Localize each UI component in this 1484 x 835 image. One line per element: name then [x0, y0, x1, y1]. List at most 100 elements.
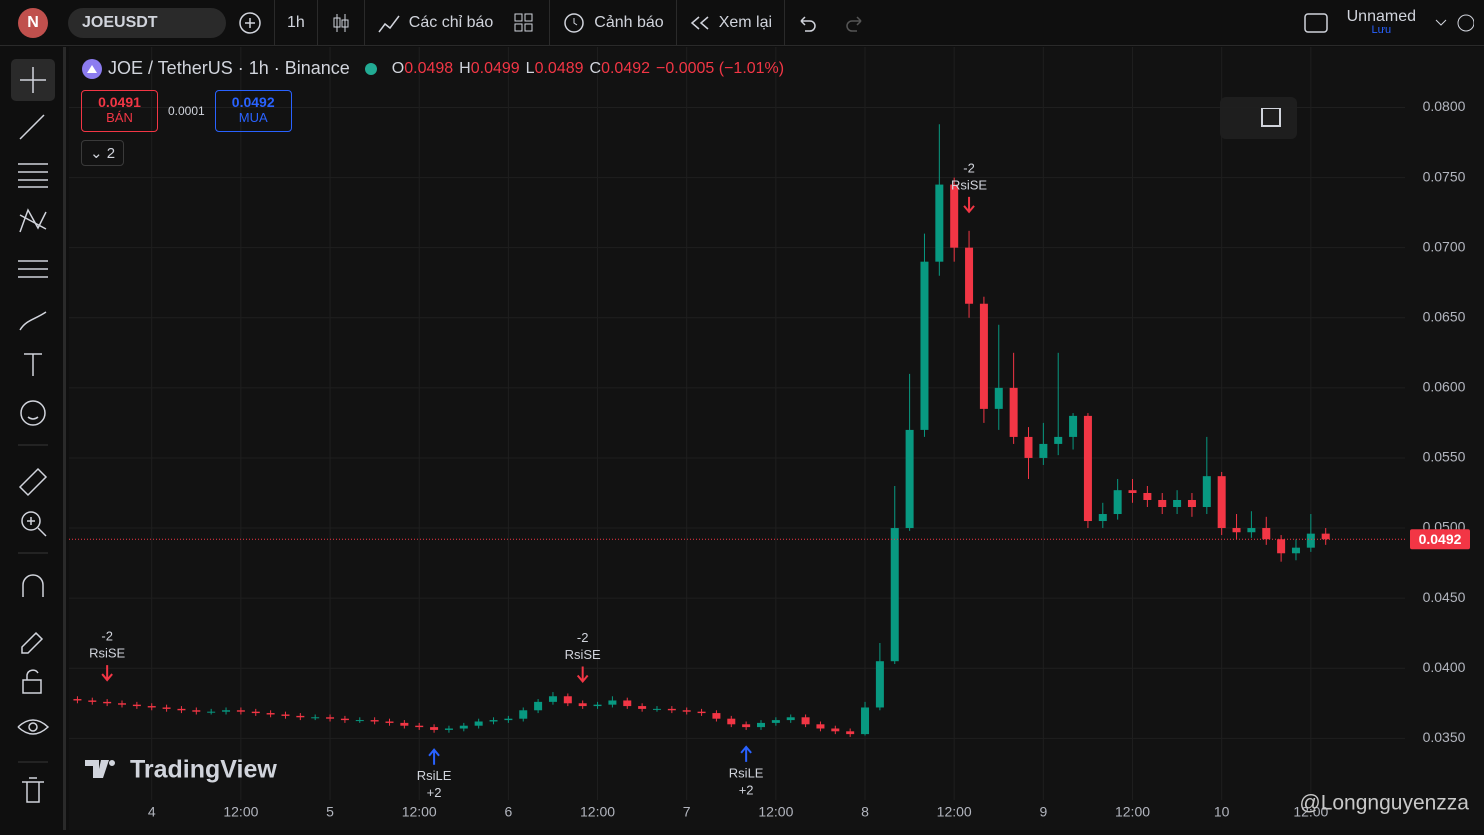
x-tick-label: 5: [326, 804, 334, 820]
candle-body: [652, 708, 661, 710]
candle-body: [1128, 490, 1137, 493]
candle-body: [311, 717, 320, 719]
x-tick-label: 10: [1214, 804, 1230, 820]
watermark: TradingView: [85, 756, 277, 784]
signal-arrow: [963, 196, 975, 214]
symbol-search[interactable]: JOEUSDT: [68, 7, 226, 38]
replay[interactable]: Xem lại: [677, 0, 786, 46]
candle-body: [1113, 490, 1122, 515]
y-tick-label: 0.0650: [1423, 308, 1466, 324]
y-tick-label: 0.0450: [1423, 589, 1466, 605]
o-value: 0.0498: [404, 59, 454, 77]
x-tick-label: 12:00: [1115, 804, 1150, 820]
candle-body: [1232, 528, 1241, 533]
candle-body: [935, 184, 944, 262]
interval[interactable]: 1h: [275, 0, 318, 46]
alerts[interactable]: Cảnh báo: [550, 0, 677, 46]
candle-body: [147, 706, 156, 708]
candle-body: [103, 701, 112, 704]
h-value: 0.0499: [470, 59, 520, 77]
fit-icon: [1261, 107, 1281, 127]
signal-label: RsiSE: [89, 646, 125, 661]
alert-icon: [564, 12, 585, 33]
last-price-tag: [1410, 529, 1470, 550]
candle-body: [162, 707, 171, 709]
fit-button[interactable]: [1220, 97, 1297, 139]
alerts-label: Cảnh báo: [594, 13, 664, 31]
plus-icon: [239, 11, 261, 34]
candle-body: [1024, 436, 1033, 458]
menu-icons[interactable]: [1434, 12, 1474, 34]
candle-body: [1262, 528, 1271, 540]
candle-body: [266, 713, 275, 715]
avatar[interactable]: N: [18, 7, 48, 38]
candle-body: [994, 387, 1003, 409]
candle-body: [1143, 492, 1152, 500]
candle-body: [593, 704, 602, 707]
x-tick-label: 12:00: [1293, 804, 1328, 820]
spread: 0.0001: [168, 104, 205, 118]
indicators[interactable]: Các chỉ báo: [365, 0, 551, 46]
candle-body: [88, 700, 97, 702]
buy-price: 0.0492: [231, 94, 275, 110]
candle-body: [385, 721, 394, 723]
candle-body: [222, 710, 231, 712]
candle-body: [682, 710, 691, 712]
x-tick-label: 9: [1039, 804, 1047, 820]
candle-body: [1217, 476, 1226, 529]
candle-body: [950, 184, 959, 248]
candle-body: [207, 711, 216, 713]
sell-label: BÁN: [106, 110, 133, 125]
candle-body: [578, 703, 587, 707]
undo-redo[interactable]: [785, 0, 877, 46]
candle-body: [1173, 500, 1182, 508]
layout-name[interactable]: Unnamed Lưu: [1347, 9, 1416, 36]
candle-body: [474, 721, 483, 726]
collapse-count: 2: [106, 145, 116, 162]
x-tick-label: 12:00: [937, 804, 972, 820]
signal-arrow: [428, 748, 440, 765]
candle-body: [861, 707, 870, 735]
signal-label: RsiLE: [417, 768, 452, 783]
candle-body: [340, 718, 349, 721]
buy-button[interactable]: 0.0492 MUA: [214, 90, 292, 132]
buy-label: MUA: [238, 110, 268, 125]
candle-body: [623, 700, 632, 707]
o-label: O: [391, 59, 405, 77]
candle-body: [177, 708, 186, 711]
candle-body: [415, 725, 424, 728]
candle-body: [563, 696, 572, 704]
candle-body: [1187, 500, 1196, 508]
signal-label: RsiSE: [565, 647, 601, 662]
candle-body: [489, 720, 498, 722]
candle-body: [816, 724, 825, 729]
x-tick-label: 6: [504, 804, 512, 820]
candle-body: [326, 717, 335, 719]
candle-body: [920, 261, 929, 430]
change: −0.0005 (−1.01%): [656, 59, 785, 77]
x-tick-label: 12:00: [580, 804, 615, 820]
drawing-toolbar: [0, 47, 66, 830]
layout-controls: Unnamed Lưu: [1303, 9, 1484, 36]
signal-qty: -2: [577, 630, 589, 645]
add-symbol[interactable]: [226, 0, 275, 46]
candle-body: [1054, 436, 1063, 444]
collapse-button[interactable]: ⌄ 2: [81, 140, 125, 166]
signal-label: RsiSE: [951, 177, 987, 192]
candle-body: [1277, 539, 1286, 554]
y-tick-label: 0.0700: [1423, 238, 1466, 254]
credit: @Longnguyenzza: [1299, 792, 1469, 815]
sell-button[interactable]: 0.0491 BÁN: [81, 90, 158, 132]
x-tick-label: 12:00: [758, 804, 793, 820]
candle-body: [1306, 533, 1315, 548]
chart-style[interactable]: [318, 0, 365, 46]
candle-body: [192, 710, 201, 712]
tool-icons[interactable]: [0, 47, 63, 830]
status-dot: [364, 62, 377, 75]
layout-icon[interactable]: [1303, 12, 1329, 34]
candle-body: [727, 718, 736, 725]
y-tick-label: 0.0550: [1423, 449, 1466, 465]
signal-qty: +2: [739, 782, 754, 797]
